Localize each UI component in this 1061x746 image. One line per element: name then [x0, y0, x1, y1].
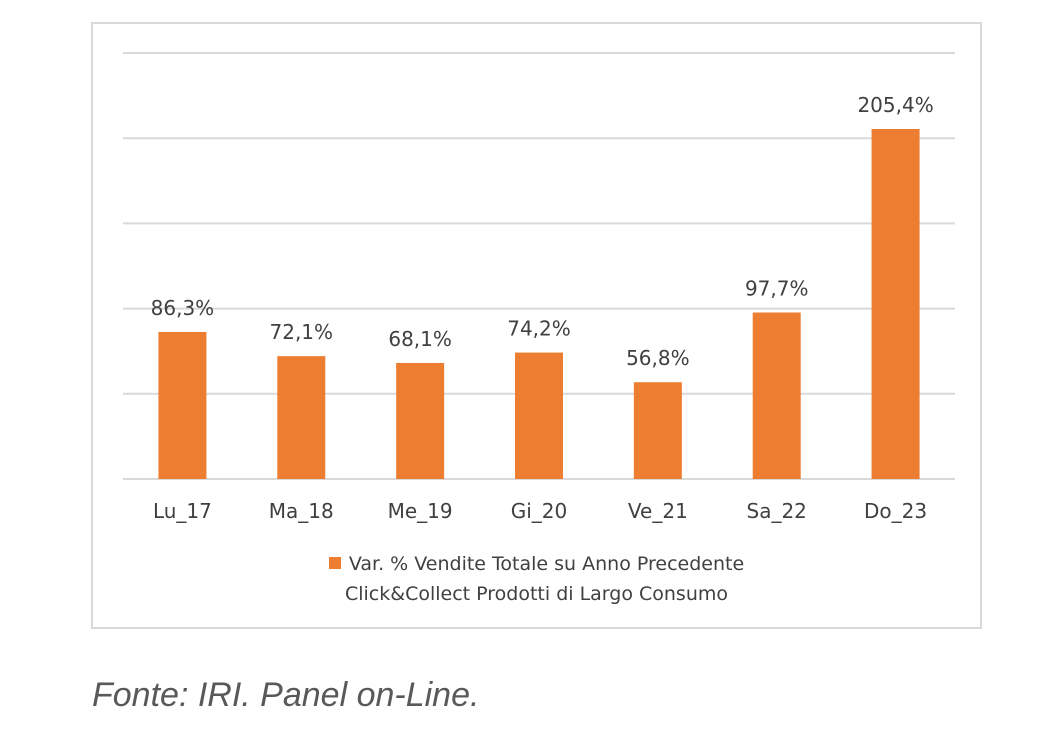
legend-line-2: Click&Collect Prodotti di Largo Consumo [344, 583, 729, 605]
bar-Do_23 [871, 128, 920, 479]
data-label-Ma_18: 72,1% [270, 320, 334, 344]
legend-text-1: Var. % Vendite Totale su Anno Precedente [348, 553, 745, 575]
x-tick-label-Sa_22: Sa_22 [747, 499, 807, 523]
x-tick-label-Me_19: Me_19 [388, 499, 453, 523]
data-label-Gi_20: 74,2% [507, 317, 571, 341]
legend: Var. % Vendite Totale su Anno Precedente… [93, 549, 980, 609]
x-tick-label-Do_23: Do_23 [864, 499, 927, 523]
x-tick-label-Gi_20: Gi_20 [511, 499, 568, 523]
legend-swatch [328, 557, 341, 569]
legend-line-1: Var. % Vendite Totale su Anno Precedente [93, 549, 980, 579]
data-label-Me_19: 68,1% [388, 327, 452, 351]
x-tick-label-Ve_21: Ve_21 [628, 499, 688, 523]
bar-Ma_18 [277, 356, 326, 479]
data-label-Sa_22: 97,7% [745, 277, 809, 301]
data-label-Lu_17: 86,3% [151, 296, 215, 320]
bar-Gi_20 [515, 352, 563, 479]
bar-Lu_17 [158, 331, 207, 479]
source-note: Fonte: IRI. Panel on-Line. [92, 676, 480, 714]
x-tick-label-Lu_17: Lu_17 [153, 499, 212, 523]
bar-Sa_22 [752, 312, 801, 479]
data-label-Ve_21: 56,8% [626, 346, 690, 370]
x-tick-label-Ma_18: Ma_18 [269, 499, 334, 523]
bar-Ve_21 [633, 382, 682, 479]
data-label-Do_23: 205,4% [857, 93, 933, 117]
chart-frame: 86,3% Lu_17 72,1% Ma_18 68,1% Me_19 74,2% Gi_20… [91, 22, 982, 629]
bar-Me_19 [396, 362, 445, 479]
bar-chart: 86,3% Lu_17 72,1% Ma_18 68,1% Me_19 74,2% Gi_20… [123, 52, 955, 523]
